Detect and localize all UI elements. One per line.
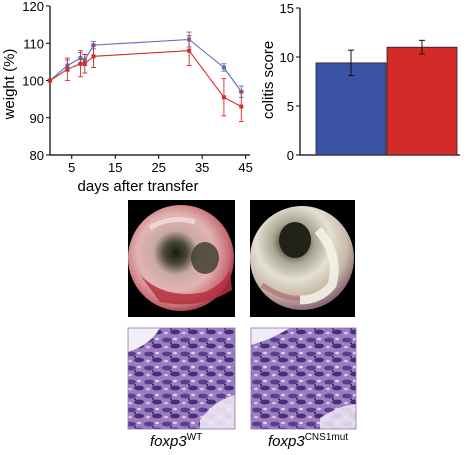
caption-foxp3-cns1mut: foxp3CNS1mut <box>268 432 349 450</box>
colitis-y-tick-label: 10 <box>280 50 294 65</box>
weight-x-tick-label: 5 <box>68 160 75 175</box>
weight-series-1-point <box>82 61 87 66</box>
weight-x-tick-label: 15 <box>108 160 122 175</box>
weight-line-chart: 80 90 100 110 120 5 15 25 35 45 days after transf… <box>1 0 253 195</box>
colitis-y-tick-label: 0 <box>287 148 294 163</box>
endoscopy-panel-wt <box>128 200 235 317</box>
histology-panel-cns1mut <box>250 327 357 430</box>
weight-series-0-point <box>221 65 226 70</box>
weight-series-1-point <box>48 78 52 83</box>
colitis-chart-marks <box>315 39 458 156</box>
endoscopy-panel-cns1mut <box>250 200 355 317</box>
weight-y-tick-label: 100 <box>22 74 44 89</box>
weight-x-axis-title: days after transfer <box>78 178 199 195</box>
weight-series-0-line <box>49 38 242 93</box>
colitis-bar-chart: 0 5 10 15 colitis score <box>260 1 460 163</box>
colitis-bar-0 <box>315 62 387 156</box>
weight-series-1-point <box>65 67 70 72</box>
histology-panel-wt <box>127 327 236 430</box>
colitis-y-axis-title: colitis score <box>260 41 277 119</box>
weight-chart-axes <box>49 6 250 156</box>
weight-x-tick-label: 45 <box>238 160 252 175</box>
colitis-chart-ticks: 0 5 10 15 <box>280 1 300 163</box>
weight-y-axis-title: weight (%) <box>1 49 18 121</box>
weight-x-tick-label: 25 <box>151 160 165 175</box>
weight-series-1-point <box>187 48 192 53</box>
colitis-y-tick-label: 15 <box>280 1 294 16</box>
weight-y-tick-label: 80 <box>30 148 44 163</box>
caption-foxp3-wt: foxp3WT <box>150 432 203 450</box>
colitis-y-tick-label: 5 <box>287 99 294 114</box>
weight-series-1-point <box>239 104 244 109</box>
weight-chart-ticks: 80 90 100 110 120 5 15 25 35 45 <box>22 0 253 175</box>
weight-series-1-point <box>221 95 226 100</box>
weight-series-1-point <box>78 61 83 66</box>
weight-chart-marks <box>47 31 244 122</box>
weight-y-tick-label: 110 <box>23 36 44 51</box>
weight-series-1-point <box>91 54 96 59</box>
weight-y-tick-label: 120 <box>22 0 44 14</box>
weight-x-tick-label: 35 <box>195 160 209 175</box>
colitis-bar-1 <box>386 46 458 156</box>
weight-series-1-line <box>49 50 242 108</box>
weight-y-tick-label: 90 <box>30 111 44 126</box>
